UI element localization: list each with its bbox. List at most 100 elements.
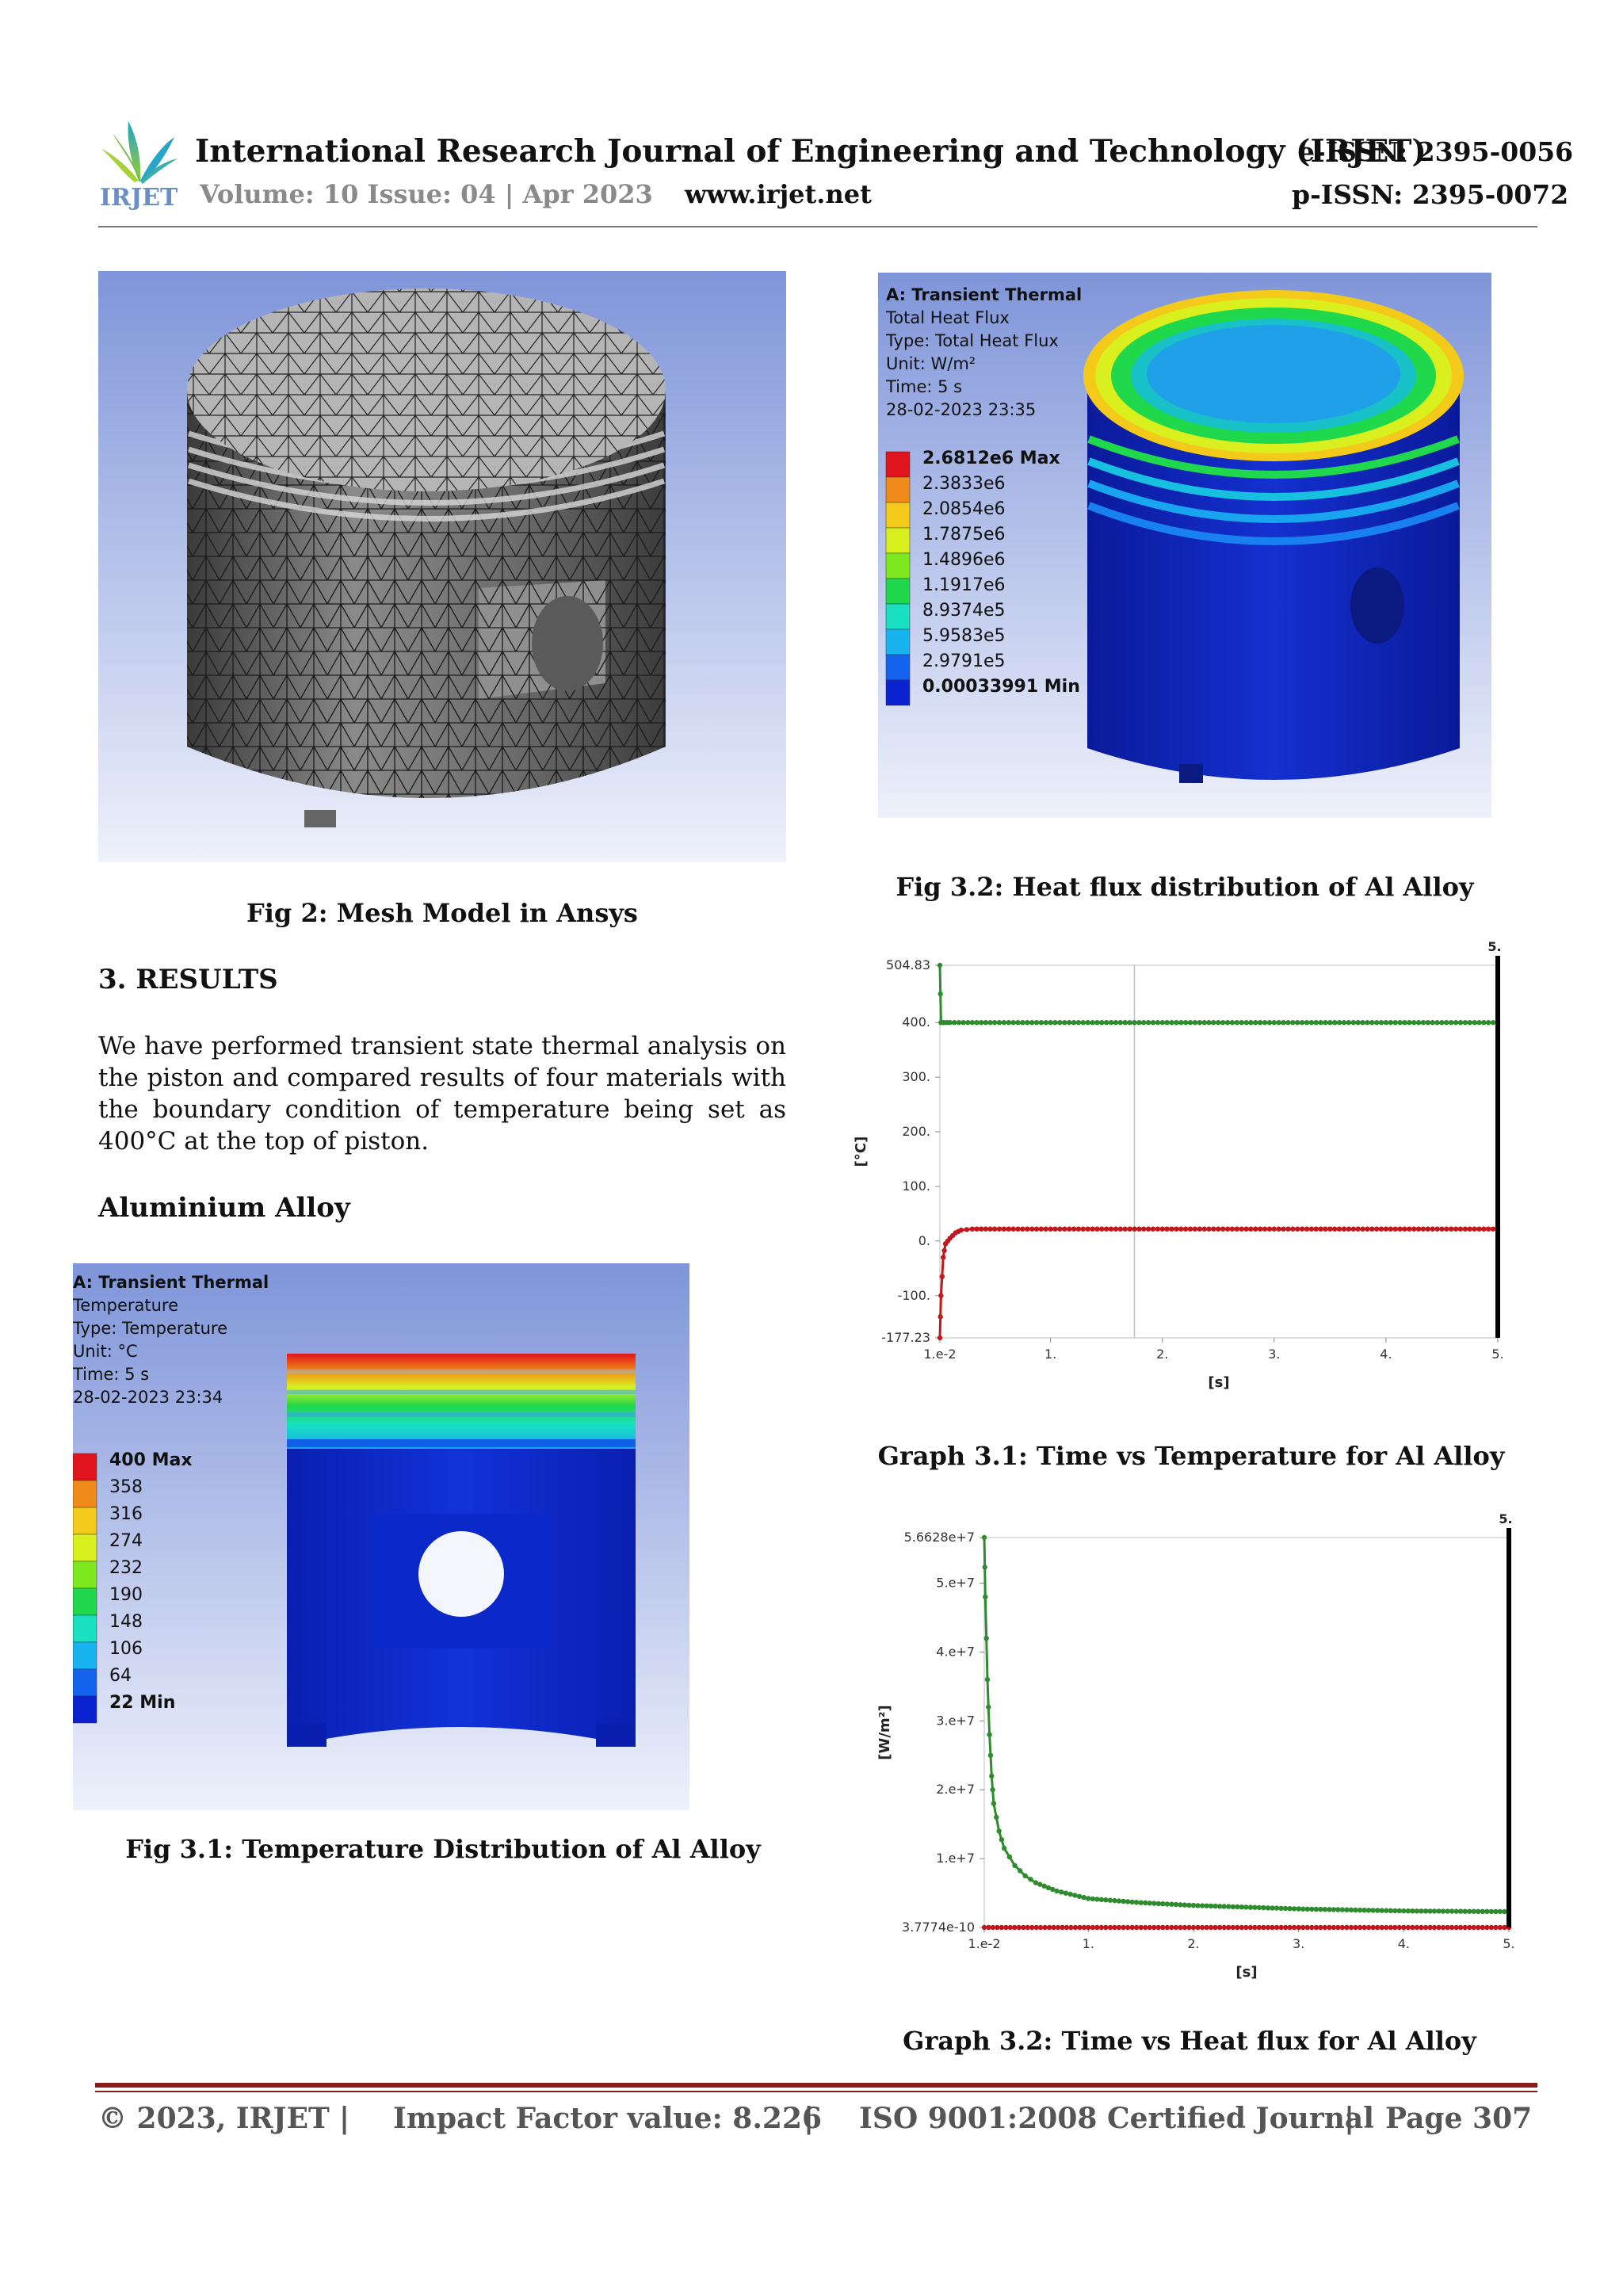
legend-label: 190 bbox=[109, 1585, 143, 1605]
data-point-red bbox=[1262, 1226, 1268, 1232]
data-point-green bbox=[1308, 1020, 1315, 1026]
data-point-red bbox=[1224, 1226, 1231, 1232]
data-point-green bbox=[1411, 1020, 1417, 1026]
data-point-green bbox=[1221, 1904, 1227, 1909]
data-point-red bbox=[1308, 1226, 1315, 1232]
data-point-green bbox=[1048, 1020, 1053, 1026]
data-point-green bbox=[1178, 1020, 1184, 1026]
data-point-green bbox=[1174, 1020, 1179, 1026]
data-point-red bbox=[1174, 1226, 1179, 1232]
data-point-red bbox=[1085, 1226, 1090, 1232]
data-point-green bbox=[1125, 1899, 1131, 1904]
data-point-green bbox=[1405, 1908, 1411, 1914]
data-point-green bbox=[1159, 1020, 1165, 1026]
data-point-red bbox=[1453, 1226, 1459, 1232]
data-point-red bbox=[1204, 1924, 1209, 1931]
logo-text: IRJET bbox=[100, 184, 178, 212]
data-point-green bbox=[1276, 1020, 1281, 1026]
data-point-red bbox=[1397, 1226, 1403, 1232]
data-point-red bbox=[1190, 1924, 1197, 1931]
data-point-green bbox=[1067, 1020, 1072, 1026]
data-point-green bbox=[1147, 1901, 1152, 1906]
x-tick-label: 1. bbox=[1083, 1936, 1094, 1951]
y-axis-label: [°C] bbox=[853, 1137, 869, 1167]
data-point-green bbox=[1190, 1903, 1197, 1908]
data-point-green bbox=[1160, 1901, 1166, 1907]
data-point-green bbox=[1094, 1897, 1100, 1902]
data-point-red bbox=[1392, 1226, 1398, 1232]
website-link[interactable]: www.irjet.net bbox=[685, 179, 872, 209]
data-point-green bbox=[1204, 1903, 1209, 1908]
data-point-red bbox=[1169, 1226, 1174, 1232]
data-point-green bbox=[1006, 1020, 1011, 1026]
x-tick-label: 1.e-2 bbox=[923, 1347, 956, 1362]
data-point-red bbox=[1037, 1924, 1044, 1931]
data-point-green bbox=[1476, 1908, 1481, 1914]
data-point-red bbox=[1480, 1924, 1485, 1931]
x-tick-label: 3. bbox=[1293, 1936, 1304, 1951]
legend-label: 316 bbox=[109, 1504, 143, 1524]
data-point-red bbox=[990, 1924, 996, 1931]
data-point-green bbox=[937, 962, 943, 968]
data-point-green bbox=[1346, 1020, 1352, 1026]
data-point-green bbox=[1136, 1020, 1142, 1026]
data-point-red bbox=[1121, 1924, 1126, 1931]
data-point-green bbox=[1282, 1905, 1289, 1912]
footer-page-number: Page 307 bbox=[1385, 2102, 1533, 2135]
data-point-green bbox=[1145, 1020, 1151, 1026]
data-point-green bbox=[1141, 1020, 1147, 1026]
fig31-caption: Fig 3.1: Temperature Distribution of Al … bbox=[125, 1834, 761, 1864]
graph32-caption: Graph 3.2: Time vs Heat flux for Al Allo… bbox=[903, 2026, 1476, 2056]
data-point-green bbox=[1199, 1903, 1205, 1908]
data-point-green bbox=[1431, 1908, 1438, 1914]
data-point-red bbox=[1033, 1226, 1040, 1232]
data-point-green bbox=[1388, 1020, 1393, 1026]
legend-label: 1.1917e6 bbox=[922, 575, 1006, 595]
data-point-red bbox=[1348, 1924, 1354, 1931]
data-point-green bbox=[1265, 1905, 1271, 1911]
data-point-green bbox=[1094, 1020, 1100, 1026]
x-tick-label: 5. bbox=[1491, 1347, 1503, 1362]
data-point-red bbox=[1003, 1924, 1009, 1931]
data-point-red bbox=[1136, 1226, 1142, 1232]
y-tick-label: 100. bbox=[902, 1179, 930, 1194]
data-point-green bbox=[986, 1704, 991, 1710]
data-point-green bbox=[1192, 1020, 1198, 1026]
data-point-green bbox=[1067, 1891, 1073, 1897]
data-point-red bbox=[1007, 1924, 1013, 1931]
legend-swatch bbox=[73, 1507, 97, 1535]
legend-label: 232 bbox=[109, 1558, 143, 1578]
data-point-green bbox=[1285, 1020, 1291, 1026]
data-point-red bbox=[1211, 1226, 1216, 1232]
data-point-red bbox=[1296, 1924, 1301, 1931]
data-point-green bbox=[1075, 1020, 1082, 1026]
results-paragraph: We have performed transient state therma… bbox=[98, 1032, 786, 1156]
data-point-green bbox=[1378, 1020, 1384, 1026]
data-point-red bbox=[1299, 1226, 1305, 1232]
data-point-green bbox=[1444, 1020, 1449, 1026]
data-point-green bbox=[1059, 1889, 1064, 1895]
x-axis-label: [s] bbox=[1208, 1374, 1229, 1391]
data-point-green bbox=[1037, 1881, 1043, 1887]
fig32-caption: Fig 3.2: Heat flux distribution of Al Al… bbox=[896, 872, 1474, 902]
y-tick-label: 200. bbox=[902, 1124, 930, 1139]
data-point-green bbox=[982, 1564, 987, 1570]
data-point-red bbox=[1258, 1226, 1263, 1232]
data-point-green bbox=[1243, 1020, 1249, 1026]
data-point-red bbox=[1355, 1226, 1361, 1232]
data-point-red bbox=[1113, 1226, 1119, 1232]
data-point-green bbox=[1029, 1020, 1035, 1026]
data-point-green bbox=[1217, 1904, 1223, 1909]
data-point-green bbox=[1208, 1903, 1214, 1909]
legend-label: 2.0854e6 bbox=[922, 499, 1006, 519]
data-point-green bbox=[1113, 1020, 1119, 1026]
data-point-red bbox=[981, 1924, 987, 1931]
data-point-red bbox=[1436, 1924, 1442, 1931]
footer-iso: ISO 9001:2008 Certified Journal bbox=[859, 2102, 1374, 2135]
data-point-green bbox=[1045, 1885, 1052, 1890]
data-point-red bbox=[1182, 1924, 1188, 1931]
data-point-green bbox=[1212, 1903, 1218, 1909]
data-point-green bbox=[1407, 1020, 1412, 1026]
legend-label: 8.9374e5 bbox=[922, 601, 1006, 621]
data-point-green bbox=[1414, 1908, 1420, 1914]
